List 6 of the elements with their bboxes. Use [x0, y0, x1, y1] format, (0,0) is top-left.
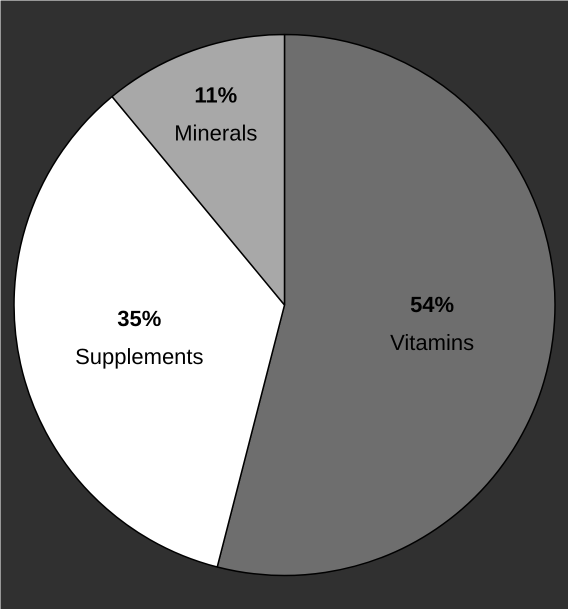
- slice-label: Supplements: [75, 344, 204, 369]
- data-label: 11%: [194, 82, 238, 108]
- slice-label: Minerals: [174, 120, 258, 146]
- data-label: 54%: [410, 292, 454, 318]
- data-label: 35%: [117, 306, 162, 332]
- slice-label: Vitamins: [390, 330, 474, 356]
